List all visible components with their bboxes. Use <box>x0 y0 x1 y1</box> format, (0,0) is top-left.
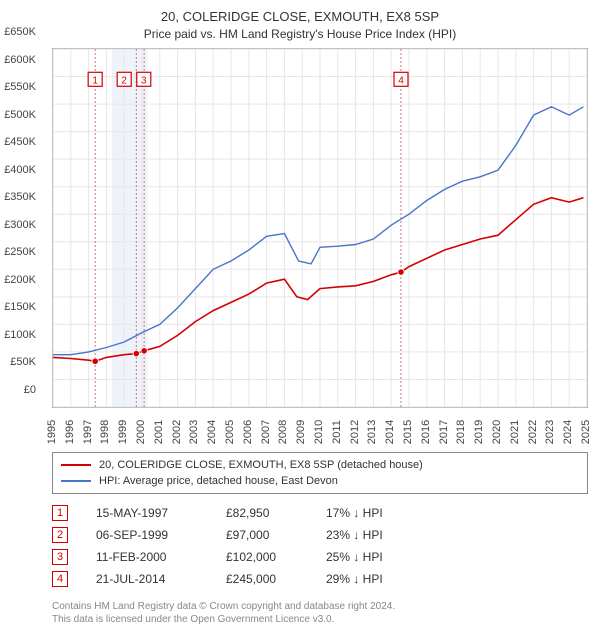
event-row: 3 11-FEB-2000£102,00025% ↓ HPI <box>52 546 588 568</box>
event-date: 21-JUL-2014 <box>96 572 226 586</box>
event-price: £82,950 <box>226 506 326 520</box>
x-tick-label: 2006 <box>242 417 254 447</box>
x-tick-label: 2015 <box>402 417 414 447</box>
event-pct: 29% ↓ HPI <box>326 572 446 586</box>
x-tick-label: 2022 <box>527 417 539 447</box>
svg-text:2: 2 <box>121 75 127 86</box>
y-tick-label: £300K <box>4 219 36 231</box>
x-tick-label: 2007 <box>260 417 272 447</box>
footer-line-1: Contains HM Land Registry data © Crown c… <box>52 600 588 613</box>
x-tick-label: 2000 <box>135 417 147 447</box>
x-tick-label: 2002 <box>171 417 183 447</box>
event-date: 15-MAY-1997 <box>96 506 226 520</box>
y-tick-label: £550K <box>4 81 36 93</box>
event-pct: 17% ↓ HPI <box>326 506 446 520</box>
event-marker-box: 3 <box>52 549 68 565</box>
x-tick-label: 2005 <box>224 417 236 447</box>
x-tick-label: 2024 <box>562 417 574 447</box>
x-tick-label: 2013 <box>366 417 378 447</box>
x-tick-label: 2010 <box>313 417 325 447</box>
y-tick-label: £500K <box>4 109 36 121</box>
x-tick-label: 2014 <box>384 417 396 447</box>
event-date: 06-SEP-1999 <box>96 528 226 542</box>
x-tick-label: 1996 <box>64 417 76 447</box>
x-tick-label: 2025 <box>580 417 592 447</box>
x-tick-label: 2018 <box>455 417 467 447</box>
legend-swatch <box>61 480 91 482</box>
x-tick-label: 2023 <box>544 417 556 447</box>
x-tick-label: 1997 <box>82 417 94 447</box>
x-tick-label: 2020 <box>491 417 503 447</box>
y-tick-label: £150K <box>4 301 36 313</box>
event-marker-box: 2 <box>52 527 68 543</box>
x-tick-label: 2003 <box>188 417 200 447</box>
svg-text:3: 3 <box>141 75 147 86</box>
y-tick-label: £50K <box>10 356 36 368</box>
legend-swatch <box>61 464 91 466</box>
x-tick-label: 1999 <box>117 417 129 447</box>
event-table: 1 15-MAY-1997£82,95017% ↓ HPI 2 06-SEP-1999… <box>52 502 588 590</box>
x-tick-label: 2016 <box>420 417 432 447</box>
legend-label: HPI: Average price, detached house, East… <box>99 475 338 487</box>
event-pct: 25% ↓ HPI <box>326 550 446 564</box>
chart-svg: 1 2 3 4 <box>53 49 587 407</box>
svg-text:1: 1 <box>92 75 98 86</box>
svg-text:4: 4 <box>398 75 404 86</box>
y-axis-labels: £0£50K£100K£150K£200K£250K£300K£350K£400… <box>0 32 40 392</box>
x-tick-label: 2009 <box>295 417 307 447</box>
y-tick-label: £600K <box>4 54 36 66</box>
x-tick-label: 2019 <box>473 417 485 447</box>
footer-line-2: This data is licensed under the Open Gov… <box>52 613 588 626</box>
y-tick-label: £0 <box>24 384 36 396</box>
chart-footer: Contains HM Land Registry data © Crown c… <box>52 600 588 626</box>
x-tick-label: 2008 <box>277 417 289 447</box>
event-marker-box: 4 <box>52 571 68 587</box>
legend-row: HPI: Average price, detached house, East… <box>61 473 579 489</box>
legend-row: 20, COLERIDGE CLOSE, EXMOUTH, EX8 5SP (d… <box>61 457 579 473</box>
legend-label: 20, COLERIDGE CLOSE, EXMOUTH, EX8 5SP (d… <box>99 459 423 471</box>
event-row: 2 06-SEP-1999£97,00023% ↓ HPI <box>52 524 588 546</box>
event-price: £102,000 <box>226 550 326 564</box>
event-price: £245,000 <box>226 572 326 586</box>
event-marker-box: 1 <box>52 505 68 521</box>
x-tick-label: 2021 <box>509 417 521 447</box>
x-tick-label: 1995 <box>46 417 58 447</box>
x-tick-label: 2012 <box>349 417 361 447</box>
chart-plot-area: 1 2 3 4 <box>52 48 588 408</box>
chart-legend: 20, COLERIDGE CLOSE, EXMOUTH, EX8 5SP (d… <box>52 452 588 494</box>
chart-title-2: Price paid vs. HM Land Registry's House … <box>10 26 590 42</box>
event-date: 11-FEB-2000 <box>96 550 226 564</box>
y-tick-label: £350K <box>4 191 36 203</box>
y-tick-label: £250K <box>4 246 36 258</box>
event-row: 4 21-JUL-2014£245,00029% ↓ HPI <box>52 568 588 590</box>
x-tick-label: 2004 <box>206 417 218 447</box>
x-tick-label: 2001 <box>153 417 165 447</box>
event-price: £97,000 <box>226 528 326 542</box>
y-tick-label: £200K <box>4 274 36 286</box>
event-row: 1 15-MAY-1997£82,95017% ↓ HPI <box>52 502 588 524</box>
x-axis-labels: 1995199619971998199920002001200220032004… <box>52 408 590 448</box>
x-tick-label: 1998 <box>99 417 111 447</box>
x-tick-label: 2017 <box>438 417 450 447</box>
y-tick-label: £650K <box>4 26 36 38</box>
x-tick-label: 2011 <box>331 417 343 447</box>
y-tick-label: £400K <box>4 164 36 176</box>
event-pct: 23% ↓ HPI <box>326 528 446 542</box>
chart-title-1: 20, COLERIDGE CLOSE, EXMOUTH, EX8 5SP <box>10 8 590 26</box>
y-tick-label: £450K <box>4 136 36 148</box>
y-tick-label: £100K <box>4 329 36 341</box>
